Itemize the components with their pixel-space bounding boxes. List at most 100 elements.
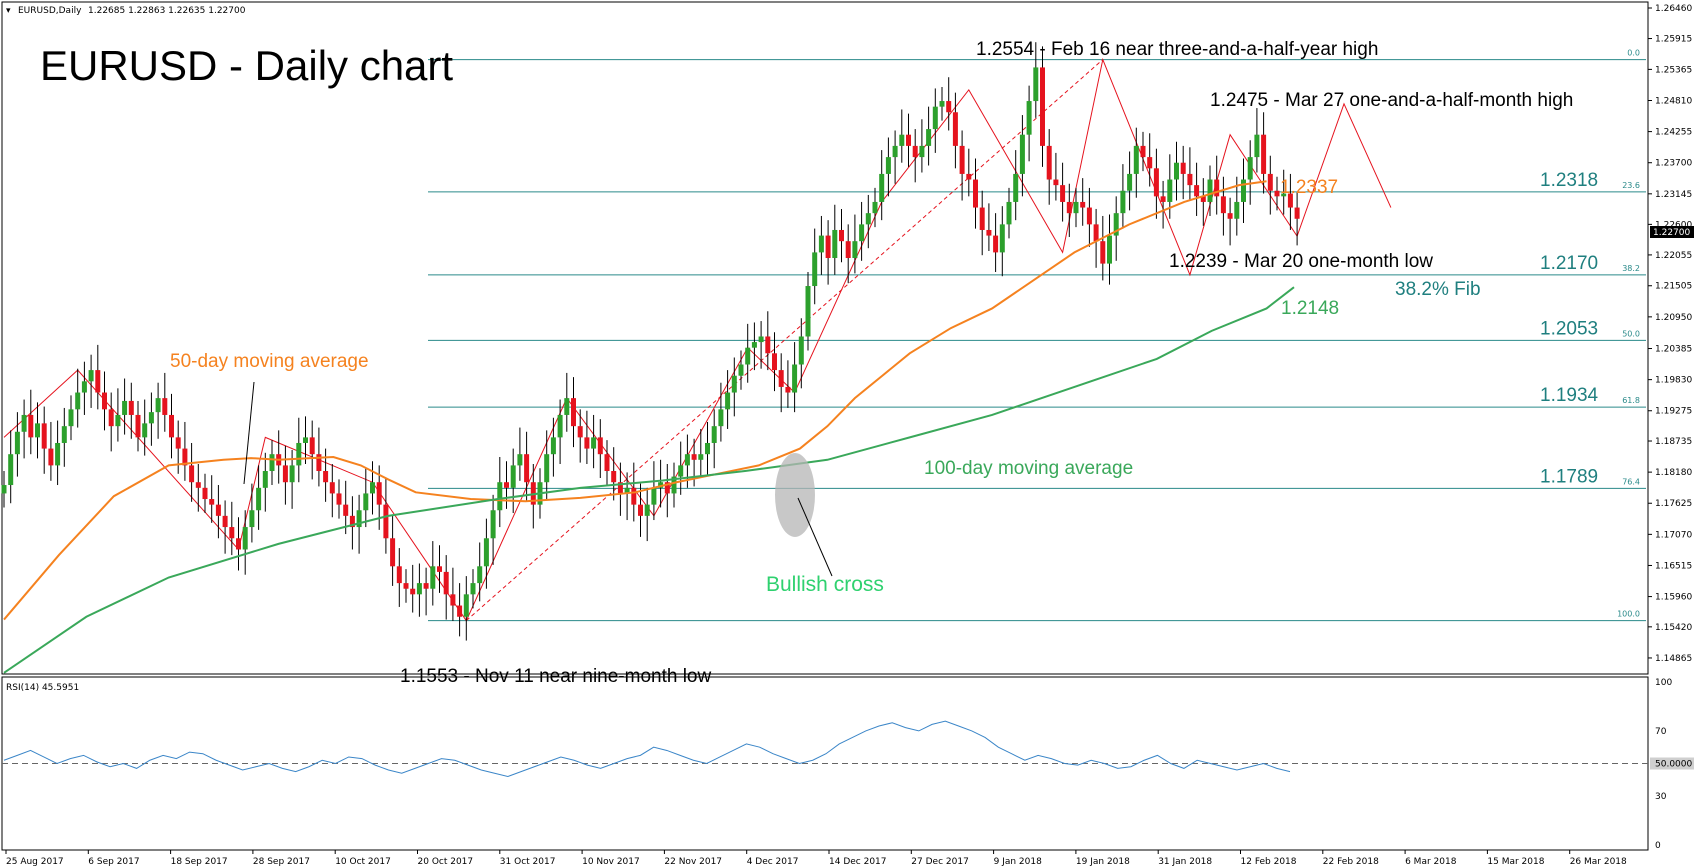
candle-body [832, 229, 838, 259]
price-tick-label: 1.20385 [1655, 345, 1692, 355]
fib-retracement-baseline [465, 59, 1104, 622]
candle-body [370, 482, 375, 494]
price-tick-label: 1.17625 [1655, 499, 1692, 509]
date-tick-label: 10 Nov 2017 [582, 857, 640, 867]
price-tick-label: 1.15960 [1655, 593, 1692, 603]
candle-body [564, 398, 570, 415]
annotation-ma50-label: 50-day moving average [170, 351, 369, 372]
fibonacci-levels: 0.0 23.6 1.2318 38.2 1.2170 50.0 1.2053 61.8 1.1… [428, 49, 1646, 622]
candle-body [68, 409, 74, 427]
candle-body [751, 342, 757, 348]
candle-body [88, 370, 94, 382]
candle-body [175, 437, 181, 449]
candle-body [879, 173, 885, 202]
candle-body [269, 454, 275, 472]
price-tick-label: 1.19830 [1655, 376, 1692, 386]
candle-body [993, 235, 999, 253]
price-tick-label: 1.23700 [1655, 159, 1692, 169]
candle-body [35, 423, 40, 438]
candle-body [202, 487, 208, 500]
candle-body [390, 538, 396, 567]
fib-pct-label: 38.2 [1622, 264, 1640, 273]
candle-body [430, 566, 436, 589]
candle-body [1234, 201, 1240, 219]
price-axis: 1.26460 1.25915 1.25365 1.24810 1.24255 1.237… [1648, 4, 1692, 664]
candle-body [544, 454, 550, 483]
date-tick-label: 28 Sep 2017 [253, 857, 310, 867]
candle-body [510, 465, 516, 488]
header-arrow: ▾ [6, 6, 11, 16]
bullish-cross-marker [775, 453, 815, 537]
candle-body [1107, 235, 1112, 264]
candle-body [155, 398, 161, 413]
candle-body [336, 493, 342, 505]
annotation-bullish-cross: Bullish cross [766, 573, 884, 596]
candle-body [81, 381, 87, 393]
candle-body [229, 527, 235, 539]
candle-body [1261, 134, 1267, 174]
price-tick-label: 1.25915 [1655, 35, 1692, 45]
candle-body [664, 482, 670, 494]
candle-body [1200, 196, 1206, 202]
candle-body [28, 414, 34, 438]
candle-body [209, 499, 215, 505]
candle-body [624, 487, 630, 494]
candle-body [906, 134, 911, 146]
candle-body [839, 229, 844, 242]
rsi-label: RSI(14) 45.5951 [6, 683, 79, 693]
candle-body [376, 482, 382, 505]
candle-body [571, 398, 576, 427]
price-tick-label: 1.19275 [1655, 407, 1692, 417]
date-tick-label: 18 Sep 2017 [171, 857, 228, 867]
price-tick-label: 1.24810 [1655, 96, 1692, 106]
candle-body [651, 487, 657, 505]
candle-body [470, 583, 476, 595]
candle-body [1174, 162, 1179, 180]
candle-body [349, 515, 355, 528]
candle-body [75, 392, 81, 410]
rsi-level-label: 0 [1655, 841, 1661, 851]
candle-body [818, 235, 824, 253]
candle-body [631, 487, 637, 505]
candle-body [148, 412, 154, 424]
price-panel-frame [1, 1, 1649, 675]
candle-body [296, 442, 302, 466]
candle-body [8, 454, 14, 486]
candle-body [1040, 67, 1045, 146]
date-tick-label: 19 Jan 2018 [1076, 857, 1130, 867]
date-tick-label: 12 Feb 2018 [1241, 857, 1297, 867]
candle-body [1287, 193, 1293, 208]
candle-body [169, 414, 174, 438]
price-tick-label: 1.16515 [1655, 561, 1692, 571]
candle-body [611, 471, 617, 483]
annotation-nov11-low: 1.1553 - Nov 11 near nine-month low [400, 666, 711, 687]
candle-body [1060, 185, 1066, 202]
price-tick-label: 1.18735 [1655, 437, 1692, 447]
candle-body [236, 538, 241, 550]
candle-body [550, 437, 556, 455]
candle-body [222, 515, 228, 528]
candle-body [115, 414, 121, 427]
candle-body [343, 504, 349, 516]
candle-body [892, 145, 898, 158]
price-tick-label: 1.24255 [1655, 128, 1692, 138]
candle-body [215, 504, 221, 516]
annotation-ma100-value: 1.2148 [1281, 298, 1339, 319]
date-tick-label: 4 Dec 2017 [747, 857, 799, 867]
candle-body [557, 414, 563, 438]
candle-body [463, 594, 469, 617]
rsi-indicator: 100 70 50.0000 30 0 [2, 678, 1694, 851]
date-tick-label: 25 Aug 2017 [6, 857, 64, 867]
fib-pct-label: 61.8 [1622, 396, 1640, 405]
candle-body [410, 588, 416, 595]
candle-body [872, 201, 878, 214]
candle-body [262, 471, 268, 488]
candle-body [932, 106, 938, 130]
date-tick-label: 14 Dec 2017 [829, 857, 887, 867]
candle-body [416, 583, 422, 595]
candle-body [142, 423, 148, 438]
candle-body [805, 286, 811, 337]
candle-body [256, 487, 262, 511]
candle-body [490, 510, 496, 539]
